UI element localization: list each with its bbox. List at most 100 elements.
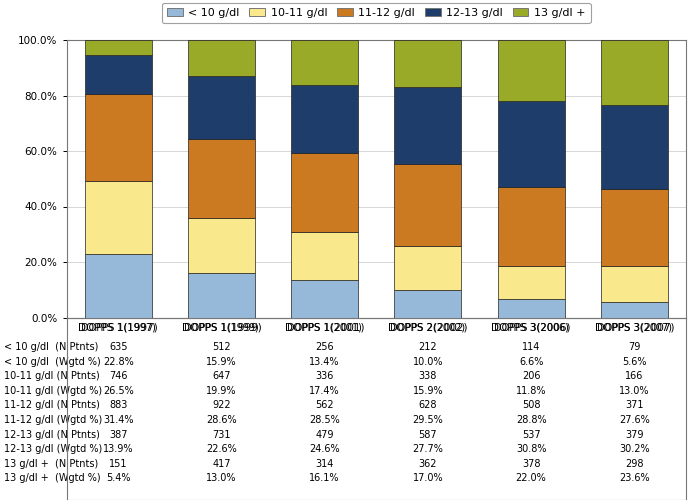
- Bar: [85, 40, 152, 55]
- Text: 30.8%: 30.8%: [516, 444, 547, 454]
- Text: 13 g/dl +  (N Ptnts): 13 g/dl + (N Ptnts): [4, 459, 98, 469]
- Bar: [601, 106, 668, 190]
- Bar: [188, 139, 255, 218]
- Text: 512: 512: [212, 342, 231, 352]
- Bar: [498, 40, 565, 101]
- Text: DOPPS 1(2001): DOPPS 1(2001): [287, 323, 362, 333]
- Bar: [188, 76, 255, 139]
- Text: 17.0%: 17.0%: [412, 474, 443, 484]
- Text: 647: 647: [212, 371, 230, 381]
- Bar: [85, 180, 152, 254]
- Text: 31.4%: 31.4%: [103, 415, 134, 425]
- Text: 562: 562: [315, 400, 334, 410]
- Bar: [188, 218, 255, 274]
- Text: 27.6%: 27.6%: [619, 415, 650, 425]
- Text: 11-12 g/dl (N Ptnts): 11-12 g/dl (N Ptnts): [4, 400, 99, 410]
- Text: 883: 883: [109, 400, 127, 410]
- Bar: [291, 153, 358, 232]
- Text: 28.5%: 28.5%: [309, 415, 340, 425]
- Text: 314: 314: [316, 459, 334, 469]
- Text: 22.8%: 22.8%: [103, 356, 134, 366]
- Bar: [394, 40, 461, 87]
- Bar: [498, 299, 565, 318]
- Bar: [394, 290, 461, 318]
- Text: 13.9%: 13.9%: [103, 444, 134, 454]
- Text: 16.1%: 16.1%: [309, 474, 340, 484]
- Text: 256: 256: [315, 342, 334, 352]
- Bar: [601, 266, 668, 302]
- Text: 387: 387: [109, 430, 127, 440]
- Text: 6.6%: 6.6%: [519, 356, 543, 366]
- Text: DOPPS 1(1997): DOPPS 1(1997): [80, 323, 155, 333]
- Text: 298: 298: [625, 459, 643, 469]
- Text: 417: 417: [212, 459, 230, 469]
- Text: 922: 922: [212, 400, 231, 410]
- Text: DOPPS 3(2006): DOPPS 3(2006): [494, 323, 568, 333]
- Text: 27.7%: 27.7%: [412, 444, 443, 454]
- Bar: [601, 302, 668, 318]
- Text: 537: 537: [522, 430, 540, 440]
- Text: 746: 746: [109, 371, 127, 381]
- Text: 5.6%: 5.6%: [622, 356, 647, 366]
- Text: 635: 635: [109, 342, 127, 352]
- Text: 10.0%: 10.0%: [412, 356, 443, 366]
- Text: 22.6%: 22.6%: [206, 444, 237, 454]
- Text: 11-12 g/dl (Wgtd %): 11-12 g/dl (Wgtd %): [4, 415, 101, 425]
- Text: 508: 508: [522, 400, 540, 410]
- Text: 10-11 g/dl (Wgtd %): 10-11 g/dl (Wgtd %): [4, 386, 101, 396]
- Text: 379: 379: [625, 430, 643, 440]
- Text: 15.9%: 15.9%: [206, 356, 237, 366]
- Bar: [291, 280, 358, 318]
- Text: 13 g/dl +  (Wgtd %): 13 g/dl + (Wgtd %): [4, 474, 100, 484]
- Text: 206: 206: [522, 371, 540, 381]
- Text: < 10 g/dl  (Wgtd %): < 10 g/dl (Wgtd %): [4, 356, 100, 366]
- Bar: [498, 186, 565, 266]
- Text: 371: 371: [625, 400, 643, 410]
- Text: 5.4%: 5.4%: [106, 474, 130, 484]
- Text: 30.2%: 30.2%: [619, 444, 650, 454]
- Bar: [188, 274, 255, 318]
- Text: 23.6%: 23.6%: [619, 474, 650, 484]
- Bar: [498, 266, 565, 299]
- Text: 28.8%: 28.8%: [516, 415, 547, 425]
- Text: DOPPS 1(1999): DOPPS 1(1999): [184, 323, 259, 333]
- Bar: [291, 84, 358, 153]
- Text: 29.5%: 29.5%: [412, 415, 443, 425]
- Text: 11.8%: 11.8%: [516, 386, 547, 396]
- Text: 587: 587: [419, 430, 438, 440]
- Text: < 10 g/dl  (N Ptnts): < 10 g/dl (N Ptnts): [4, 342, 98, 352]
- Bar: [85, 94, 152, 180]
- Text: 731: 731: [212, 430, 230, 440]
- Text: 28.6%: 28.6%: [206, 415, 237, 425]
- Bar: [394, 246, 461, 290]
- Text: 628: 628: [419, 400, 437, 410]
- Text: 13.4%: 13.4%: [309, 356, 340, 366]
- Bar: [188, 40, 255, 76]
- Text: 15.9%: 15.9%: [412, 386, 443, 396]
- Text: DOPPS 2(2002): DOPPS 2(2002): [391, 323, 466, 333]
- Text: 13.0%: 13.0%: [206, 474, 237, 484]
- Text: 24.6%: 24.6%: [309, 444, 340, 454]
- Bar: [394, 87, 461, 164]
- Text: 13.0%: 13.0%: [619, 386, 650, 396]
- Text: 378: 378: [522, 459, 540, 469]
- Bar: [394, 164, 461, 246]
- Text: 79: 79: [628, 342, 640, 352]
- Text: 212: 212: [419, 342, 438, 352]
- Bar: [291, 232, 358, 280]
- Text: 166: 166: [625, 371, 643, 381]
- Bar: [85, 254, 152, 318]
- Text: 19.9%: 19.9%: [206, 386, 237, 396]
- Text: 479: 479: [316, 430, 334, 440]
- Text: DOPPS 3(2007): DOPPS 3(2007): [597, 323, 672, 333]
- Bar: [601, 190, 668, 266]
- Text: 12-13 g/dl (Wgtd %): 12-13 g/dl (Wgtd %): [4, 444, 101, 454]
- Text: 336: 336: [316, 371, 334, 381]
- Text: 22.0%: 22.0%: [516, 474, 547, 484]
- Text: 17.4%: 17.4%: [309, 386, 340, 396]
- Text: 26.5%: 26.5%: [103, 386, 134, 396]
- Text: 10-11 g/dl (N Ptnts): 10-11 g/dl (N Ptnts): [4, 371, 99, 381]
- Bar: [291, 40, 358, 84]
- Legend: < 10 g/dl, 10-11 g/dl, 11-12 g/dl, 12-13 g/dl, 13 g/dl +: < 10 g/dl, 10-11 g/dl, 11-12 g/dl, 12-13…: [162, 2, 591, 23]
- Text: 12-13 g/dl (N Ptnts): 12-13 g/dl (N Ptnts): [4, 430, 99, 440]
